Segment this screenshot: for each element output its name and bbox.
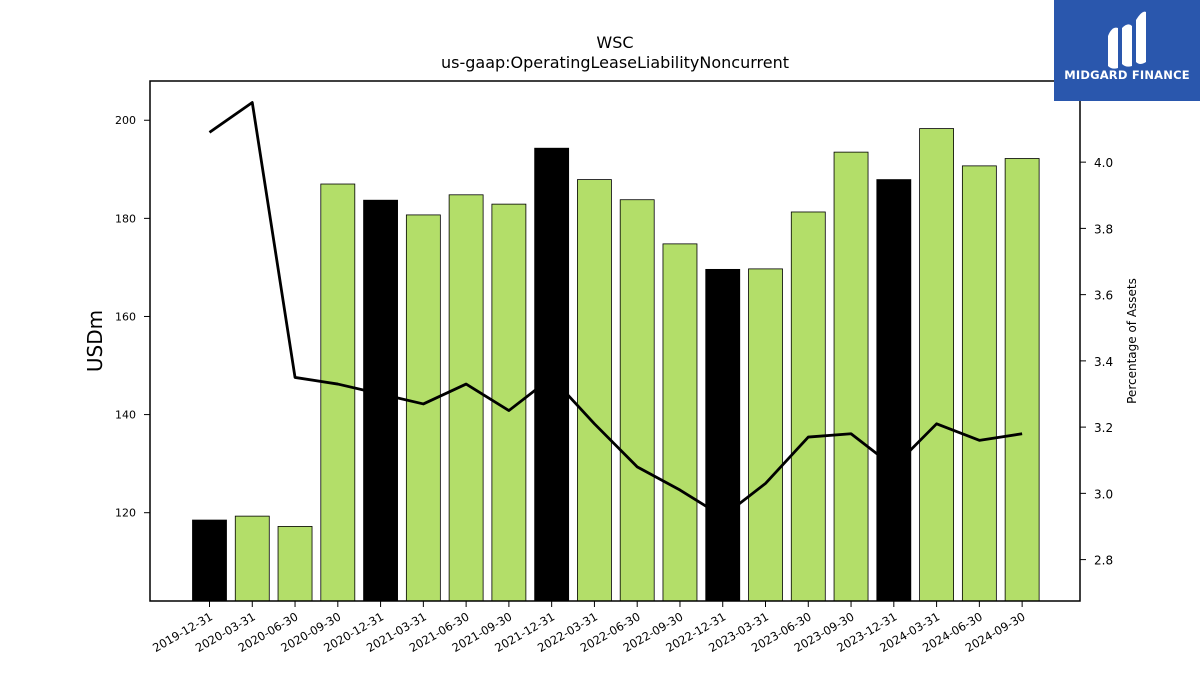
brand-logo: MIDGARD FINANCE [1054, 0, 1200, 101]
bar-2021-03-31 [405, 214, 441, 602]
y2-tick-label: 4.0 [1094, 156, 1113, 170]
bar-2023-12-31 [876, 179, 912, 602]
bar-2023-09-30 [833, 151, 869, 602]
bar-2020-12-31 [363, 199, 398, 602]
bar-2023-03-31 [748, 268, 783, 602]
y-tick-label: 200 [115, 114, 136, 127]
y-axis-label: USDm [83, 310, 107, 372]
y2-tick-label: 3.2 [1094, 421, 1113, 435]
line-group [208, 101, 1023, 518]
bar-2021-06-30 [448, 194, 484, 602]
y2-tick-label: 2.8 [1094, 554, 1113, 568]
y-ticks: 120 140 160 180 200 [115, 114, 150, 520]
y-tick-label: 120 [115, 507, 136, 520]
chart-title: WSC [596, 33, 633, 52]
plot-frame [149, 80, 1081, 602]
y-tick-label: 140 [115, 409, 136, 422]
x-ticks: 2019-12-312020-03-312020-06-302020-09-30… [150, 601, 1028, 655]
percentage-line [208, 101, 1023, 518]
y2-ticks: 2.8 3.0 3.2 3.4 3.6 3.8 4.0 [1080, 156, 1113, 568]
y2-axis-label: Percentage of Assets [1125, 278, 1139, 404]
bar-2022-12-31 [705, 268, 741, 602]
y2-tick-label: 3.0 [1094, 487, 1113, 501]
y2-tick-label: 3.6 [1094, 289, 1113, 303]
chart-subtitle: us-gaap:OperatingLeaseLiabilityNoncurren… [441, 53, 789, 72]
bar-2022-03-31 [577, 179, 612, 602]
bar-2020-09-30 [320, 183, 356, 602]
y2-tick-label: 3.8 [1094, 222, 1113, 236]
y2-tick-label: 3.4 [1094, 355, 1113, 369]
bar-2024-09-30 [1004, 158, 1040, 602]
bar-2022-06-30 [619, 199, 655, 602]
bar-2023-06-30 [790, 211, 826, 602]
bar-2024-03-31 [919, 128, 954, 602]
bar-2020-06-30 [277, 526, 313, 602]
y-tick-label: 160 [115, 310, 136, 323]
y-tick-label: 180 [115, 212, 136, 225]
logo-text: MIDGARD FINANCE [1064, 68, 1190, 82]
bar-2020-03-31 [234, 515, 270, 602]
bar-2021-12-31 [534, 147, 570, 602]
logo-mark-icon [1108, 11, 1146, 69]
bar-2019-12-31 [192, 519, 227, 602]
bar-2024-06-30 [961, 165, 997, 602]
bar-2022-09-30 [662, 243, 698, 602]
bars-group [192, 128, 1040, 602]
